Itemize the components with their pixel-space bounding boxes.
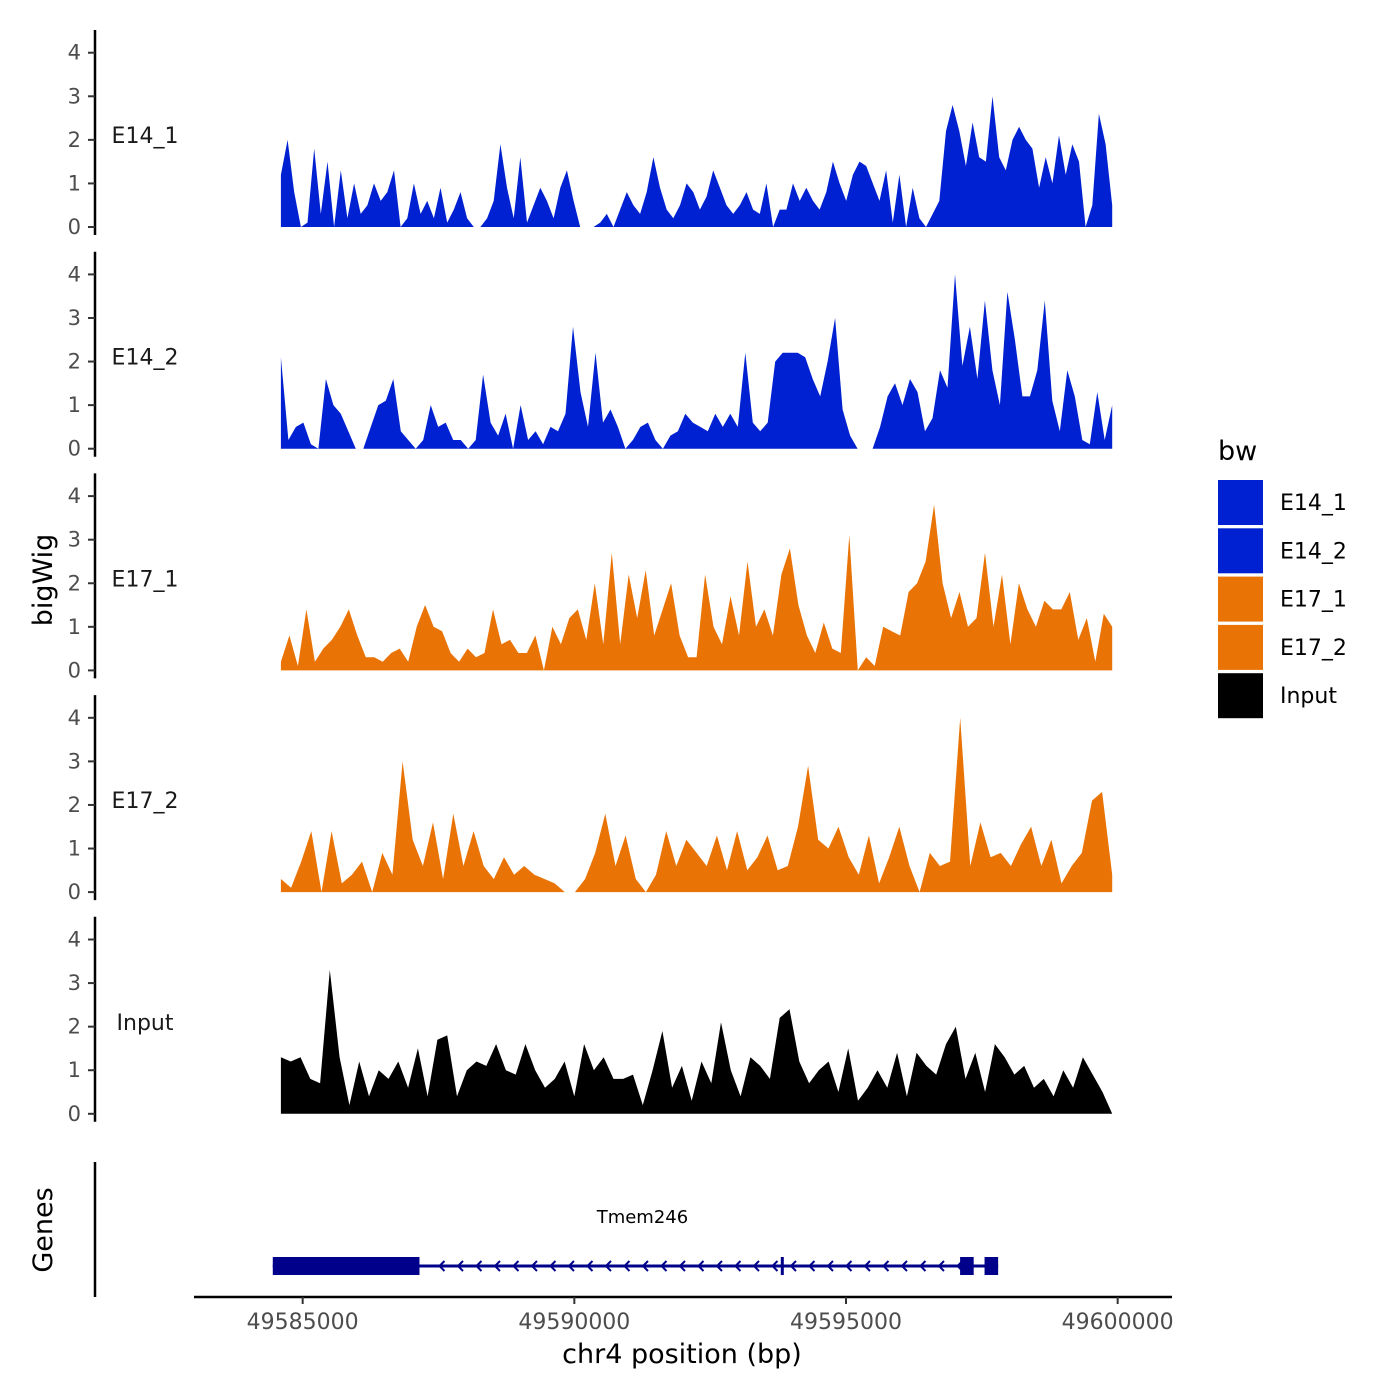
legend-label: E17_1 [1280, 588, 1347, 613]
track-label: E17_2 [112, 789, 179, 814]
legend-key [1218, 624, 1263, 670]
signal-area [280, 96, 1113, 227]
track-label: E14_1 [112, 124, 179, 149]
x-tick-label: 49595000 [790, 1310, 902, 1335]
gene-model: Tmem246 [272, 1207, 999, 1275]
x-axis-title: chr4 position (bp) [562, 1339, 802, 1370]
signal-area [280, 970, 1113, 1114]
track-label: E17_1 [112, 567, 179, 592]
y-tick-label: 4 [68, 928, 81, 952]
strand-arrow [438, 1260, 446, 1272]
y-tick-label: 4 [68, 41, 81, 65]
strand-arrow [919, 1260, 927, 1272]
strand-arrow [900, 1260, 908, 1272]
y-tick-label: 0 [68, 1102, 81, 1126]
track-e14-2: 0 1 2 3 4 E14_2 [68, 251, 1113, 461]
legend-key [1218, 480, 1263, 525]
strand-arrow [752, 1260, 760, 1272]
y-tick-label: 1 [68, 615, 81, 639]
legend-label: E17_2 [1280, 636, 1347, 661]
y-tick-label: 4 [68, 706, 81, 730]
strand-arrow [808, 1260, 816, 1272]
y-tick-label: 0 [68, 880, 81, 904]
y-tick-label: 2 [68, 1015, 81, 1039]
tracks-layer: 0 1 2 3 4 E14_1 0 1 2 3 4 E14_2 0 1 2 3 4 E17_1 0 1 2 3 4 E17_2… [68, 30, 1113, 1126]
y-tick-label: 4 [68, 484, 81, 508]
x-tick-label: 49590000 [518, 1310, 630, 1335]
genes-panel: Tmem246 [93, 1162, 999, 1297]
track-e17-2: 0 1 2 3 4 E17_2 [68, 695, 1113, 904]
y-tick-label: 0 [68, 437, 81, 461]
strand-arrow [697, 1260, 705, 1272]
y-tick-label: 2 [68, 128, 81, 152]
track-input: 0 1 2 3 4 Input [68, 916, 1113, 1126]
legend-key [1218, 528, 1263, 574]
strand-arrow [826, 1260, 834, 1272]
y-tick-label: 3 [68, 971, 81, 995]
gene-label: Tmem246 [596, 1207, 689, 1228]
legend-label: E14_1 [1280, 491, 1347, 516]
y-tick-label: 3 [68, 306, 81, 330]
strand-arrow [456, 1260, 464, 1272]
y-tick-label: 1 [68, 171, 81, 195]
legend-label: Input [1280, 684, 1337, 709]
strand-arrow [771, 1260, 779, 1272]
track-label: E14_2 [112, 346, 179, 371]
legend-key [1218, 576, 1263, 622]
y-tick-label: 0 [68, 658, 81, 682]
track-e14-1: 0 1 2 3 4 E14_1 [68, 30, 1113, 239]
legend-label: E14_2 [1280, 539, 1347, 564]
strand-arrow [604, 1260, 612, 1272]
y-tick-label: 2 [68, 793, 81, 817]
strand-arrow [567, 1260, 575, 1272]
strand-arrow [641, 1260, 649, 1272]
strand-arrow [586, 1260, 594, 1272]
exon-block [272, 1257, 420, 1275]
strand-arrow [623, 1260, 631, 1272]
strand-arrow [660, 1260, 668, 1272]
exon-block [780, 1257, 784, 1275]
signal-area [280, 717, 1113, 893]
signal-area [280, 274, 1113, 449]
y-tick-label: 1 [68, 1058, 81, 1082]
exon-block [984, 1257, 999, 1275]
strand-arrow [715, 1260, 723, 1272]
strand-arrow [549, 1260, 557, 1272]
track-label: Input [117, 1011, 174, 1036]
x-axis: 49585000 49590000 49595000 49600000 [194, 1295, 1174, 1335]
strand-arrow [512, 1260, 520, 1272]
y-tick-label: 1 [68, 393, 81, 417]
strand-arrow [863, 1260, 871, 1272]
y-tick-label: 3 [68, 749, 81, 773]
y-axis-title: bigWig [28, 534, 59, 627]
y-tick-label: 1 [68, 837, 81, 861]
signal-area [280, 504, 1113, 671]
legend: bw E14_1 E14_2 E17_1 E17_2 Input [1218, 436, 1347, 719]
strand-arrow [845, 1260, 853, 1272]
y-tick-label: 2 [68, 571, 81, 595]
y-tick-label: 2 [68, 350, 81, 374]
legend-key [1218, 673, 1263, 719]
y-tick-label: 3 [68, 84, 81, 108]
strand-arrow [937, 1260, 945, 1272]
exon-block [960, 1257, 974, 1275]
strand-arrow [475, 1260, 483, 1272]
strand-arrow [530, 1260, 538, 1272]
strand-arrow [678, 1260, 686, 1272]
y-tick-label: 3 [68, 528, 81, 552]
strand-arrow [493, 1260, 501, 1272]
y-tick-label: 4 [68, 262, 81, 286]
track-e17-1: 0 1 2 3 4 E17_1 [68, 473, 1113, 682]
x-tick-label: 49600000 [1062, 1310, 1174, 1335]
legend-title: bw [1218, 436, 1257, 467]
y-tick-label: 0 [68, 215, 81, 239]
strand-arrow [882, 1260, 890, 1272]
strand-arrow [789, 1260, 797, 1272]
strand-arrow [734, 1260, 742, 1272]
genes-panel-title: Genes [28, 1187, 59, 1272]
x-tick-label: 49585000 [247, 1310, 359, 1335]
